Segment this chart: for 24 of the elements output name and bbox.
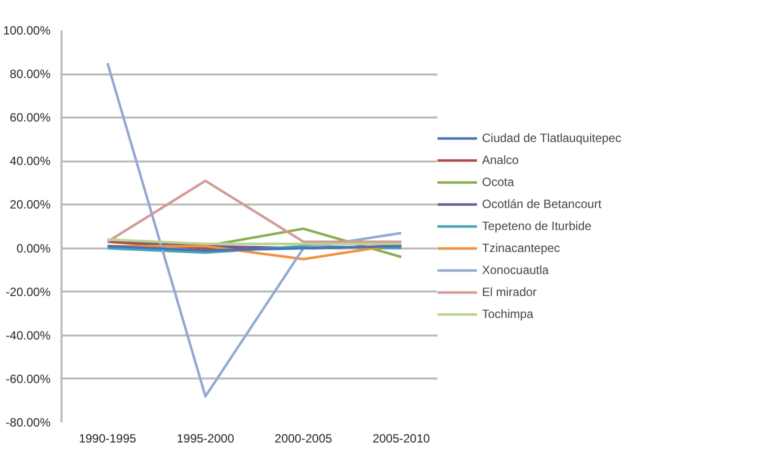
legend-label: Tochimpa bbox=[482, 307, 534, 321]
legend-label: Ocota bbox=[482, 175, 514, 189]
legend-label: Ciudad de Tlatlauquitepec bbox=[482, 131, 622, 145]
legend-label: Xonocuautla bbox=[482, 263, 549, 277]
x-tick-label: 2005-2010 bbox=[372, 432, 430, 446]
legend-label: Tepeteno de Iturbide bbox=[482, 219, 592, 233]
y-tick-label: -20.00% bbox=[6, 284, 51, 299]
x-tick-label: 1995-2000 bbox=[176, 432, 234, 446]
y-tick-label: 20.00% bbox=[10, 198, 51, 212]
legend-label: Analco bbox=[482, 153, 519, 167]
y-tick-label: 60.00% bbox=[10, 110, 51, 125]
y-tick-label: -60.00% bbox=[6, 372, 51, 386]
y-tick-label: -80.00% bbox=[6, 416, 51, 430]
line-series bbox=[106, 62, 403, 398]
legend-label: Ocotlán de Betancourt bbox=[482, 197, 602, 211]
legend-label: El mirador bbox=[482, 285, 537, 299]
y-tick-label: 100.00% bbox=[3, 24, 51, 38]
x-tick-label: 1990-1995 bbox=[78, 432, 137, 446]
y-tick-label: 0.00% bbox=[16, 241, 51, 256]
y-tick-label: -40.00% bbox=[6, 328, 51, 342]
x-tick-label: 2000-2005 bbox=[274, 432, 332, 446]
y-tick-label: 80.00% bbox=[10, 67, 51, 82]
legend-label: Tzinacantepec bbox=[482, 241, 560, 255]
y-tick-label: 40.00% bbox=[10, 154, 51, 168]
